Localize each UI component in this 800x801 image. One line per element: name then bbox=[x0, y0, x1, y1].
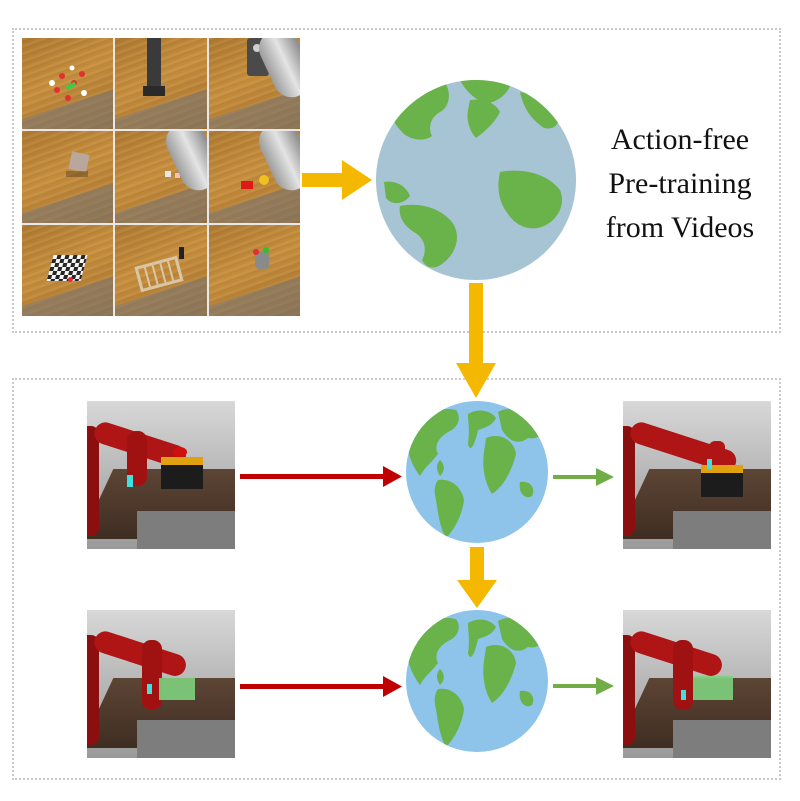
video-frame bbox=[115, 38, 207, 130]
arrow-green-1 bbox=[553, 468, 614, 486]
video-frame bbox=[208, 224, 300, 316]
pretraining-panel bbox=[12, 28, 781, 333]
pretraining-title: Action-free Pre-training from Videos bbox=[575, 118, 785, 250]
video-frame bbox=[115, 131, 207, 223]
arrow-green-2 bbox=[553, 677, 614, 695]
video-frame bbox=[22, 224, 114, 316]
arrow-globe-to-globe bbox=[457, 547, 497, 608]
title-line: Action-free bbox=[610, 123, 750, 156]
robot-scene-output-1 bbox=[623, 401, 771, 549]
robot-scene-input-2 bbox=[87, 610, 235, 758]
globe-icon bbox=[376, 80, 576, 280]
video-frame bbox=[115, 224, 207, 316]
title-line: from Videos bbox=[605, 211, 755, 244]
globe-icon bbox=[406, 401, 548, 543]
globe-icon bbox=[406, 610, 548, 752]
arrow-grid-to-globe bbox=[302, 160, 372, 200]
robot-scene-output-2 bbox=[623, 610, 771, 758]
arrow-red-1 bbox=[240, 466, 402, 487]
video-frame bbox=[208, 131, 300, 223]
arrow-red-2 bbox=[240, 676, 402, 697]
robot-scene-input-1 bbox=[87, 401, 235, 549]
title-line: Pre-training bbox=[608, 167, 752, 200]
video-frame bbox=[208, 38, 300, 130]
video-frame bbox=[22, 131, 114, 223]
arrow-pretrain-to-finetune bbox=[456, 283, 496, 398]
finetuning-panel bbox=[12, 378, 781, 780]
video-frame-grid bbox=[22, 38, 300, 316]
video-frame bbox=[22, 38, 114, 130]
